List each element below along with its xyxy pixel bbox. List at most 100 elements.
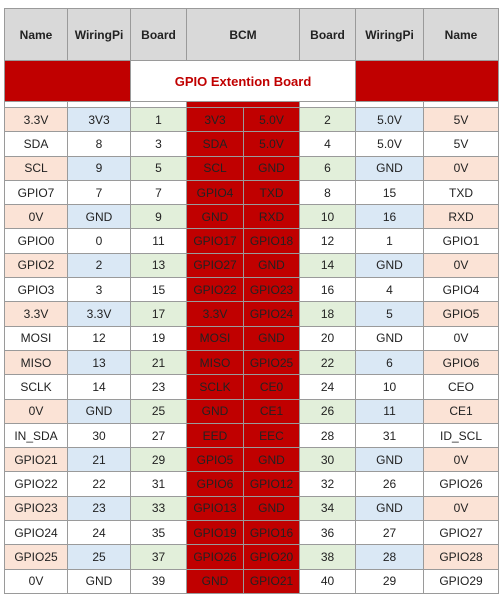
wiringpi-right: 4 bbox=[356, 278, 424, 302]
wiringpi-right: GND bbox=[356, 496, 424, 520]
wiringpi-left: 7 bbox=[68, 180, 131, 204]
board-pin-left: 19 bbox=[131, 326, 187, 350]
wiringpi-left: 3V3 bbox=[68, 108, 131, 132]
wiringpi-right: 28 bbox=[356, 545, 424, 569]
pin-name-left: GPIO23 bbox=[5, 496, 68, 520]
pin-name-left: GPIO7 bbox=[5, 180, 68, 204]
table-row: SCL 9 5 SCL GND 6 GND 0V bbox=[5, 156, 499, 180]
bcm-left: 3.3V bbox=[187, 302, 244, 326]
table-row: GPIO22 22 31 GPIO6 GPIO12 32 26 GPIO26 bbox=[5, 472, 499, 496]
wiringpi-left: 24 bbox=[68, 521, 131, 545]
wiringpi-right: 16 bbox=[356, 205, 424, 229]
pin-name-right: ID_SCL bbox=[424, 423, 499, 447]
bcm-right: GPIO25 bbox=[244, 350, 300, 374]
pin-name-right: GPIO28 bbox=[424, 545, 499, 569]
pin-name-left: SDA bbox=[5, 132, 68, 156]
wiringpi-left: 12 bbox=[68, 326, 131, 350]
board-pin-right: 26 bbox=[300, 399, 356, 423]
wiringpi-right: GND bbox=[356, 156, 424, 180]
board-pin-left: 17 bbox=[131, 302, 187, 326]
board-pin-left: 1 bbox=[131, 108, 187, 132]
board-pin-right: 8 bbox=[300, 180, 356, 204]
bcm-left: SCLK bbox=[187, 375, 244, 399]
pin-name-right: CE1 bbox=[424, 399, 499, 423]
header-wiringpi-left: WiringPi bbox=[68, 9, 131, 61]
wiringpi-right: 5.0V bbox=[356, 108, 424, 132]
bcm-right: 5.0V bbox=[244, 132, 300, 156]
pin-name-right: GPIO26 bbox=[424, 472, 499, 496]
board-pin-left: 35 bbox=[131, 521, 187, 545]
board-pin-left: 15 bbox=[131, 278, 187, 302]
table-row: SCLK 14 23 SCLK CE0 24 10 CEO bbox=[5, 375, 499, 399]
wiringpi-left: 21 bbox=[68, 448, 131, 472]
bcm-left: SCL bbox=[187, 156, 244, 180]
bcm-left: GPIO22 bbox=[187, 278, 244, 302]
wiringpi-right: 29 bbox=[356, 569, 424, 593]
bcm-left: MOSI bbox=[187, 326, 244, 350]
pin-name-left: 0V bbox=[5, 205, 68, 229]
pin-name-left: GPIO3 bbox=[5, 278, 68, 302]
pin-name-right: GPIO4 bbox=[424, 278, 499, 302]
board-pin-right: 40 bbox=[300, 569, 356, 593]
gpio-pinout-table: Name WiringPi Board BCM Board WiringPi N… bbox=[4, 8, 499, 594]
board-pin-left: 7 bbox=[131, 180, 187, 204]
wiringpi-left: 30 bbox=[68, 423, 131, 447]
table-row: GPIO21 21 29 GPIO5 GND 30 GND 0V bbox=[5, 448, 499, 472]
wiringpi-right: 1 bbox=[356, 229, 424, 253]
wiringpi-left: GND bbox=[68, 205, 131, 229]
pin-name-right: 0V bbox=[424, 448, 499, 472]
wiringpi-right: 6 bbox=[356, 350, 424, 374]
pin-name-right: GPIO5 bbox=[424, 302, 499, 326]
table-row: MISO 13 21 MISO GPIO25 22 6 GPIO6 bbox=[5, 350, 499, 374]
wiringpi-left: GND bbox=[68, 569, 131, 593]
wiringpi-right: GND bbox=[356, 253, 424, 277]
bcm-right: TXD bbox=[244, 180, 300, 204]
board-pin-left: 3 bbox=[131, 132, 187, 156]
pin-name-left: MOSI bbox=[5, 326, 68, 350]
pin-name-right: 0V bbox=[424, 326, 499, 350]
pin-name-right: TXD bbox=[424, 180, 499, 204]
board-pin-left: 13 bbox=[131, 253, 187, 277]
table-row: GPIO7 7 7 GPIO4 TXD 8 15 TXD bbox=[5, 180, 499, 204]
bcm-left: GPIO6 bbox=[187, 472, 244, 496]
board-pin-right: 30 bbox=[300, 448, 356, 472]
wiringpi-left: 23 bbox=[68, 496, 131, 520]
wiringpi-left: 9 bbox=[68, 156, 131, 180]
bcm-right: GPIO20 bbox=[244, 545, 300, 569]
wiringpi-right: 15 bbox=[356, 180, 424, 204]
bcm-right: CE1 bbox=[244, 399, 300, 423]
bcm-left: SDA bbox=[187, 132, 244, 156]
pin-name-left: GPIO21 bbox=[5, 448, 68, 472]
board-pin-left: 23 bbox=[131, 375, 187, 399]
board-pin-left: 39 bbox=[131, 569, 187, 593]
bcm-left: GND bbox=[187, 205, 244, 229]
pin-name-left: GPIO2 bbox=[5, 253, 68, 277]
wiringpi-right: GND bbox=[356, 326, 424, 350]
pin-name-right: CEO bbox=[424, 375, 499, 399]
board-pin-left: 29 bbox=[131, 448, 187, 472]
bcm-right: GPIO21 bbox=[244, 569, 300, 593]
title-band-right bbox=[356, 61, 499, 102]
pin-name-left: IN_SDA bbox=[5, 423, 68, 447]
board-pin-right: 24 bbox=[300, 375, 356, 399]
wiringpi-right: 11 bbox=[356, 399, 424, 423]
wiringpi-left: 0 bbox=[68, 229, 131, 253]
wiringpi-right: 5.0V bbox=[356, 132, 424, 156]
board-pin-right: 10 bbox=[300, 205, 356, 229]
table-row: GPIO24 24 35 GPIO19 GPIO16 36 27 GPIO27 bbox=[5, 521, 499, 545]
bcm-left: GPIO5 bbox=[187, 448, 244, 472]
bcm-left: GND bbox=[187, 569, 244, 593]
wiringpi-left: 3 bbox=[68, 278, 131, 302]
pin-name-left: GPIO22 bbox=[5, 472, 68, 496]
table-row: 0V GND 39 GND GPIO21 40 29 GPIO29 bbox=[5, 569, 499, 593]
board-pin-right: 16 bbox=[300, 278, 356, 302]
pin-name-right: 0V bbox=[424, 496, 499, 520]
bcm-right: GPIO23 bbox=[244, 278, 300, 302]
header-name-right: Name bbox=[424, 9, 499, 61]
header-wiringpi-right: WiringPi bbox=[356, 9, 424, 61]
bcm-left: GPIO19 bbox=[187, 521, 244, 545]
pin-name-left: 3.3V bbox=[5, 108, 68, 132]
bcm-left: MISO bbox=[187, 350, 244, 374]
pin-name-left: GPIO24 bbox=[5, 521, 68, 545]
bcm-right: CE0 bbox=[244, 375, 300, 399]
